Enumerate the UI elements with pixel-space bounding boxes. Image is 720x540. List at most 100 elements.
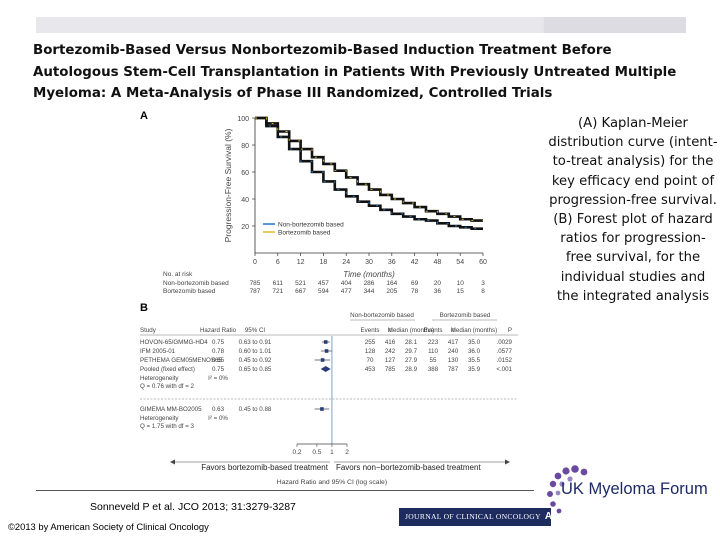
group-header-bortezomib: Bortezomib based: [440, 312, 491, 319]
table-header-8: Median (months): [451, 327, 497, 334]
forest-tick-label: 0.5: [312, 449, 321, 456]
table-cell-ci: 0.60 to 1.01: [239, 348, 272, 355]
x-axis-label: Time (months): [343, 270, 395, 279]
y-tick-label: 60: [241, 170, 249, 177]
km-curve-bortezomib: [255, 116, 483, 222]
journal-logo: JOURNAL OF CLINICAL ONCOLOGY ASCO: [399, 508, 575, 526]
table-cell-n2: 240: [448, 348, 459, 355]
table-cell-n2: 417: [448, 339, 459, 346]
at-risk-value: 205: [386, 288, 397, 295]
at-risk-value: 164: [386, 280, 397, 287]
table-cell-study: Pooled (fixed effect): [140, 366, 195, 373]
at-risk-value: 611: [273, 280, 284, 287]
at-risk-value: 667: [295, 288, 306, 295]
table-cell-p: .0152: [497, 357, 513, 364]
at-risk-value: 10: [457, 280, 465, 287]
table-header-2: 95% CI: [245, 327, 266, 334]
x-tick-label: 18: [320, 259, 328, 266]
title-line-3: Myeloma: A Meta-Analysis of Phase III Ra…: [33, 86, 553, 101]
table-cell-ev2: 223: [428, 339, 439, 346]
slide-title: Bortezomib-Based Versus Nonbortezomib-Ba…: [33, 40, 693, 105]
at-risk-value: 8: [481, 288, 485, 295]
at-risk-value: 721: [272, 288, 283, 295]
table-cell-hr: 0.75: [212, 339, 225, 346]
table-cell-study: PETHEMA GEM05MENOS65: [140, 357, 222, 364]
table-cell-study: Heterogeneity: [140, 375, 179, 382]
panel-a-label: A: [140, 110, 148, 122]
asco-mark: ASCO: [544, 511, 575, 522]
slide-top-bar: [36, 17, 686, 33]
x-tick-label: 30: [365, 259, 373, 266]
x-tick-label: 48: [434, 259, 442, 266]
at-risk-value: 477: [341, 288, 352, 295]
table-cell-hr: 0.65: [212, 357, 225, 364]
uk-myeloma-forum-logo-icon: [547, 465, 588, 514]
favors-right-label: Favors non−bortezomib-based treatment: [336, 463, 482, 472]
at-risk-value: 69: [411, 280, 419, 287]
forest-tick-label: 0.2: [292, 449, 301, 456]
y-tick-label: 20: [241, 224, 249, 231]
table-cell-ci: 0.63 to 0.91: [239, 339, 272, 346]
table-cell-study: IFM 2005-01: [140, 348, 176, 355]
title-line-1: Bortezomib-Based Versus Nonbortezomib-Ba…: [33, 43, 612, 58]
figure-panels: A 20 40 60 80 100 0 6 12 18 24 30 36 42 48 54 60 Progress…: [135, 108, 525, 490]
panel-b-label: B: [140, 302, 148, 314]
table-cell-ev1: 128: [365, 348, 376, 355]
table-cell-p: .0577: [497, 348, 513, 355]
hr-marker: [320, 358, 325, 362]
table-cell-study: Q = 1.75 with df = 3: [140, 423, 195, 430]
favors-left-label: Favors bortezomib-based treatment: [201, 463, 329, 472]
at-risk-value: 457: [318, 280, 329, 287]
legend-label-0: Non-bortezomib based: [278, 222, 344, 229]
forest-tick-label: 2: [345, 449, 349, 456]
title-line-2: Autologous Stem-Cell Transplantation in …: [33, 64, 677, 80]
table-cell-ci: 0.45 to 0.92: [239, 357, 272, 364]
table-cell-ci: 0.45 to 0.88: [239, 406, 272, 413]
table-cell-med2: 35.9: [468, 366, 481, 373]
table-header-3: Events: [361, 327, 380, 334]
hr-marker: [323, 340, 328, 344]
at-risk-title: No. at risk: [163, 271, 193, 278]
table-cell-ev2: 55: [430, 357, 437, 364]
at-risk-value: 3: [481, 280, 485, 287]
hr-marker: [320, 407, 324, 411]
table-cell-study: Heterogeneity: [140, 415, 179, 422]
x-tick-label: 42: [411, 259, 419, 266]
at-risk-value: 36: [434, 288, 442, 295]
table-cell-study: GIMEMA MM-BO2005: [140, 406, 202, 413]
y-axis-label: Progression-Free Survival (%): [223, 128, 233, 242]
table-cell-hr: 0.75: [212, 366, 225, 373]
y-tick-label: 100: [237, 116, 249, 123]
table-cell-n1: 416: [385, 339, 396, 346]
at-risk-value: 78: [411, 288, 419, 295]
table-cell-med2: 35.5: [468, 357, 481, 364]
copyright: ©2013 by American Society of Clinical On…: [8, 521, 209, 532]
group-header-non-bortezomib: Non-bortezomib based: [350, 312, 414, 319]
table-cell-hr: I² = 0%: [208, 415, 228, 422]
table-cell-hr: I² = 0%: [208, 375, 228, 382]
y-tick-label: 40: [241, 197, 249, 204]
table-cell-n2: 787: [448, 366, 459, 373]
table-cell-ci: 0.65 to 0.85: [239, 366, 272, 373]
hr-marker: [324, 349, 329, 353]
table-cell-med1: 27.9: [405, 357, 418, 364]
table-cell-ev1: 255: [365, 339, 376, 346]
at-risk-value: 344: [364, 288, 375, 295]
table-cell-med1: 28.9: [405, 366, 418, 373]
legend-label-1: Bortezomib based: [278, 230, 331, 237]
table-cell-n1: 785: [385, 366, 396, 373]
table-header-7: n: [451, 327, 455, 334]
x-tick-label: 24: [342, 259, 350, 266]
x-tick-label: 54: [456, 259, 464, 266]
favors-arrowhead-left: [170, 459, 175, 465]
table-header-0: Study: [140, 327, 157, 334]
table-cell-ev2: 388: [428, 366, 439, 373]
table-cell-ev1: 70: [367, 357, 374, 364]
x-tick-label: 0: [253, 259, 257, 266]
km-curve-highlight-0: [255, 117, 483, 230]
forest-tick-label: 1: [330, 449, 334, 456]
table-cell-hr: 0.63: [212, 406, 225, 413]
at-risk-value: 286: [364, 280, 375, 287]
table-cell-med1: 29.7: [405, 348, 418, 355]
